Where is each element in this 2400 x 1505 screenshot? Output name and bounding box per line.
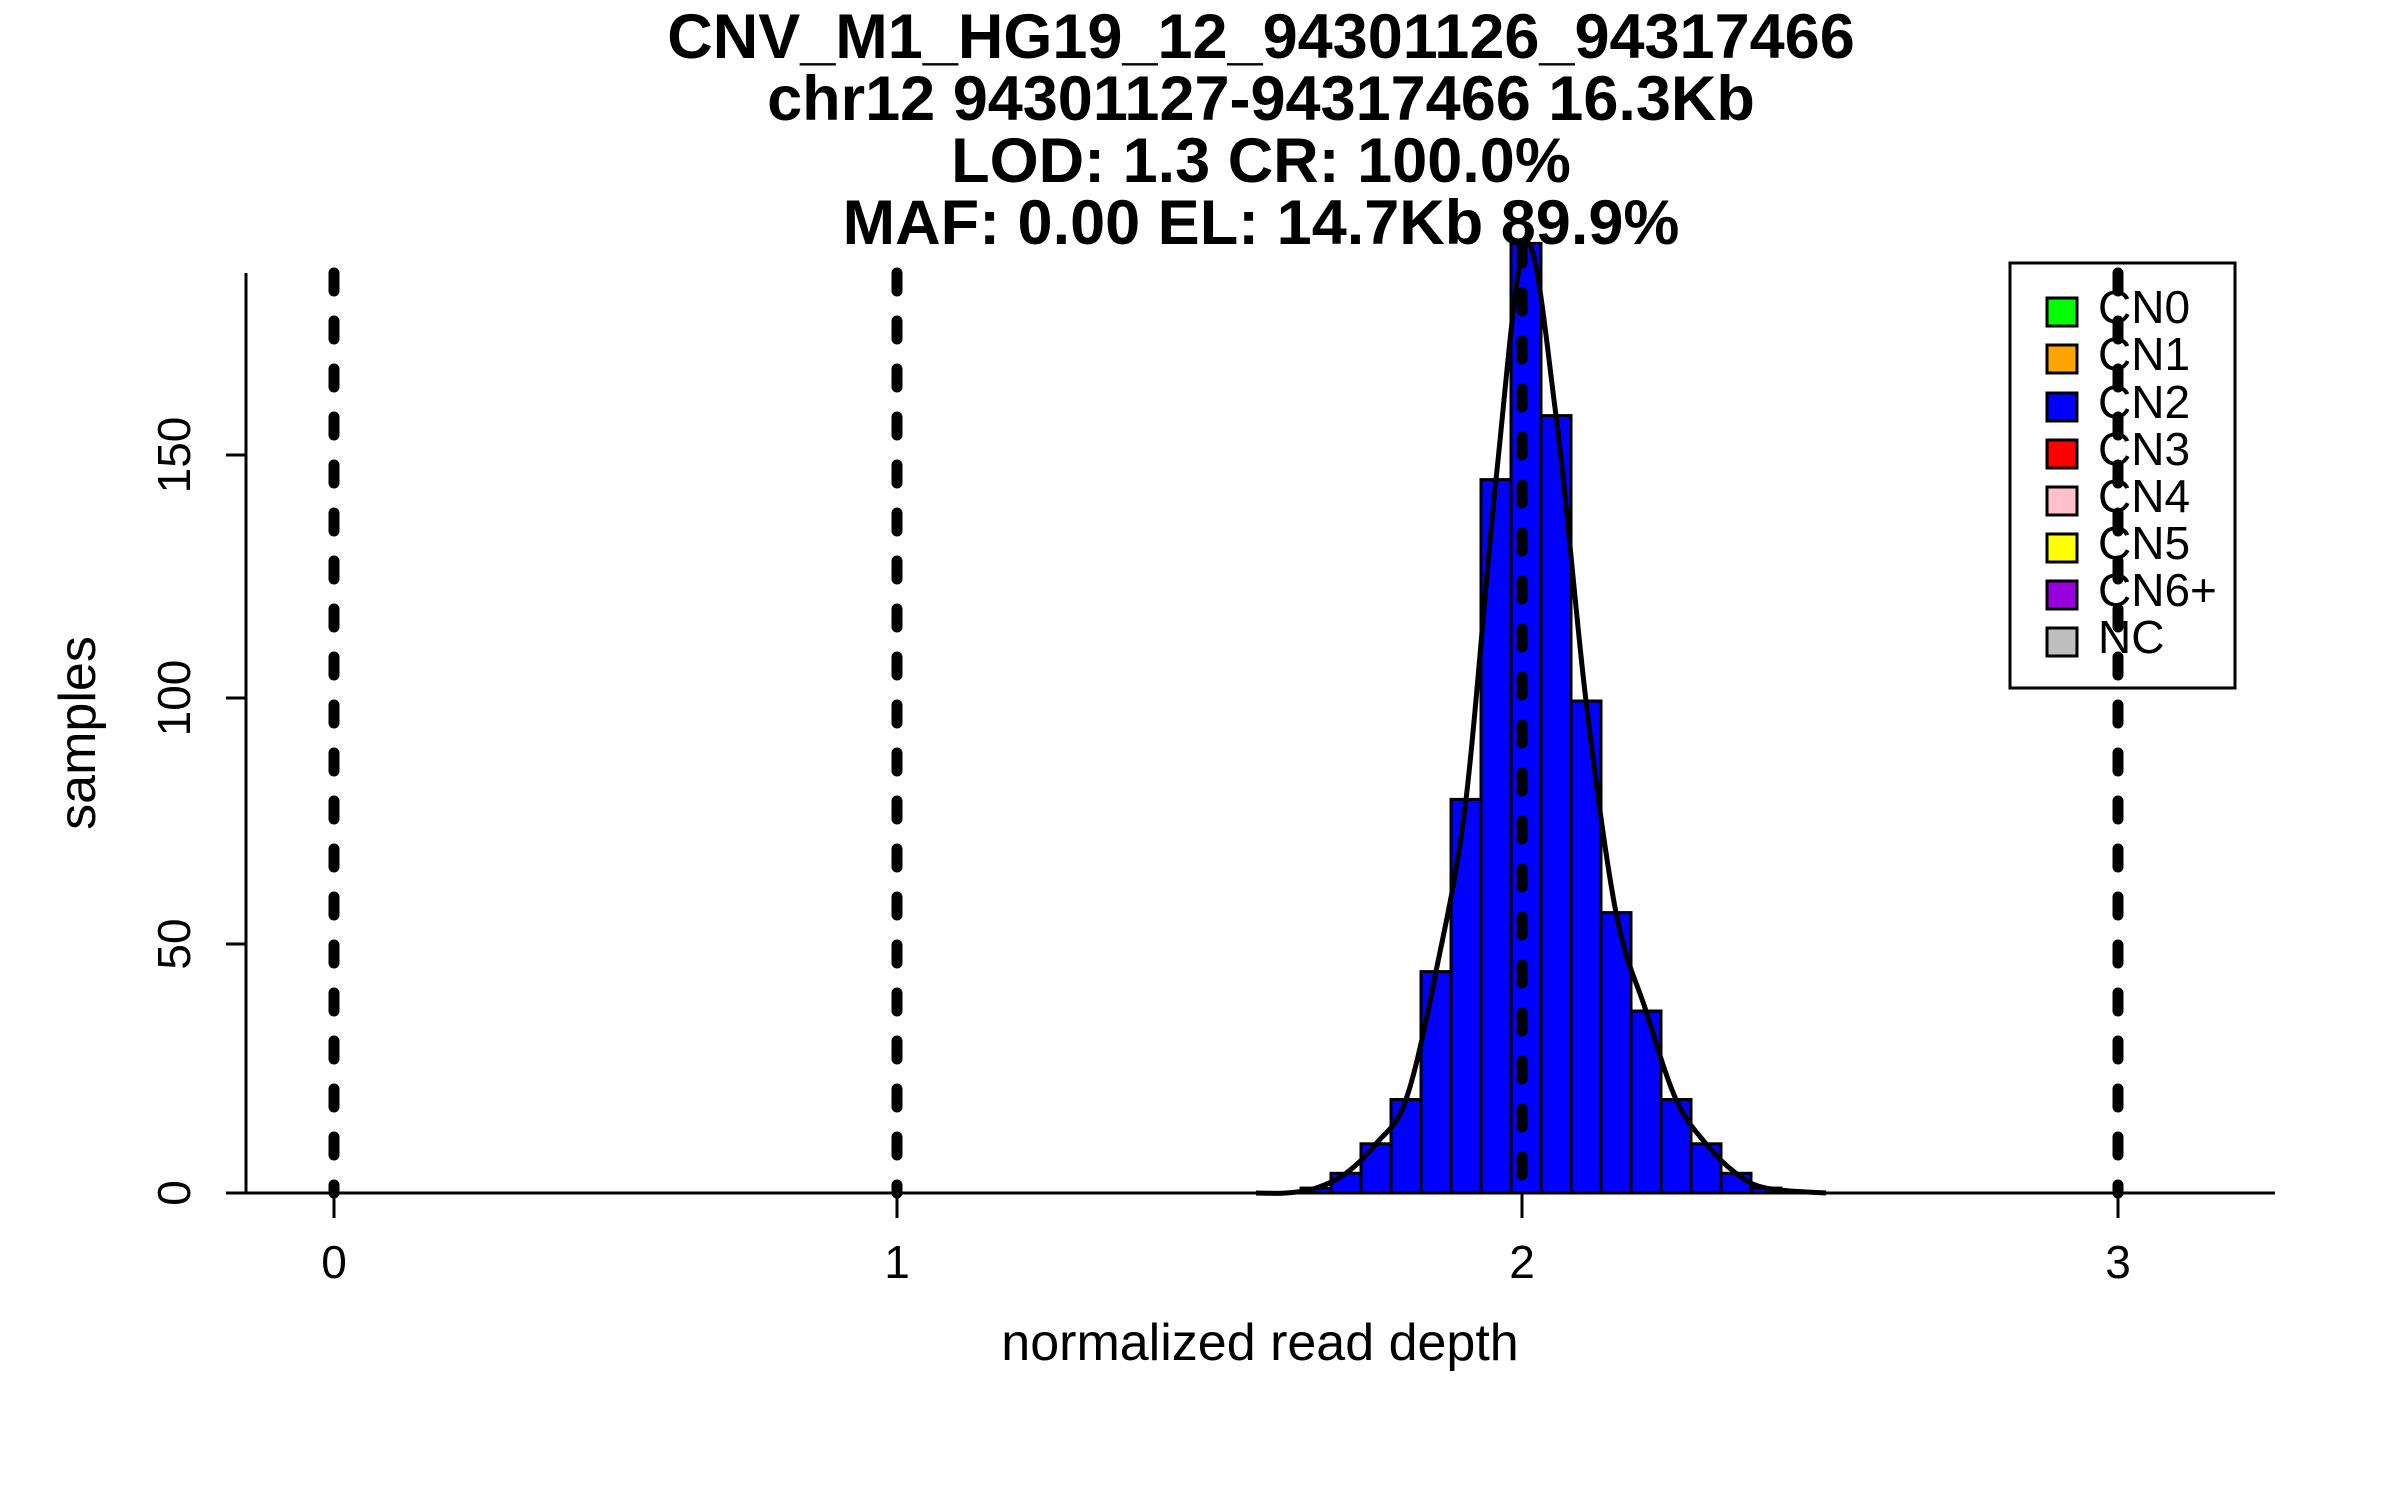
svg-text:NC: NC bbox=[2098, 611, 2164, 663]
svg-text:MAF: 0.00 EL: 14.7Kb 89.9%: MAF: 0.00 EL: 14.7Kb 89.9% bbox=[843, 188, 1680, 258]
svg-text:chr12 94301127-94317466 16.3Kb: chr12 94301127-94317466 16.3Kb bbox=[767, 64, 1755, 134]
svg-text:LOD: 1.3 CR: 100.0%: LOD: 1.3 CR: 100.0% bbox=[951, 126, 1571, 196]
svg-text:0: 0 bbox=[148, 1180, 200, 1206]
svg-text:CNV_M1_HG19_12_94301126_943174: CNV_M1_HG19_12_94301126_94317466 bbox=[667, 2, 1855, 72]
svg-text:CN6+: CN6+ bbox=[2098, 564, 2217, 616]
svg-text:CN5: CN5 bbox=[2098, 517, 2190, 569]
svg-text:2: 2 bbox=[1509, 1236, 1535, 1288]
svg-text:3: 3 bbox=[2105, 1236, 2131, 1288]
svg-text:CN1: CN1 bbox=[2098, 328, 2190, 380]
svg-text:CN2: CN2 bbox=[2098, 376, 2190, 428]
svg-text:CN3: CN3 bbox=[2098, 423, 2190, 475]
svg-text:CN4: CN4 bbox=[2098, 470, 2190, 522]
svg-text:1: 1 bbox=[884, 1236, 910, 1288]
svg-text:CN0: CN0 bbox=[2098, 281, 2190, 333]
svg-text:100: 100 bbox=[148, 660, 200, 737]
svg-text:150: 150 bbox=[148, 417, 200, 494]
svg-text:samples: samples bbox=[49, 636, 107, 830]
svg-text:normalized read depth: normalized read depth bbox=[1001, 1314, 1518, 1372]
svg-text:0: 0 bbox=[321, 1236, 347, 1288]
svg-text:50: 50 bbox=[148, 918, 200, 969]
